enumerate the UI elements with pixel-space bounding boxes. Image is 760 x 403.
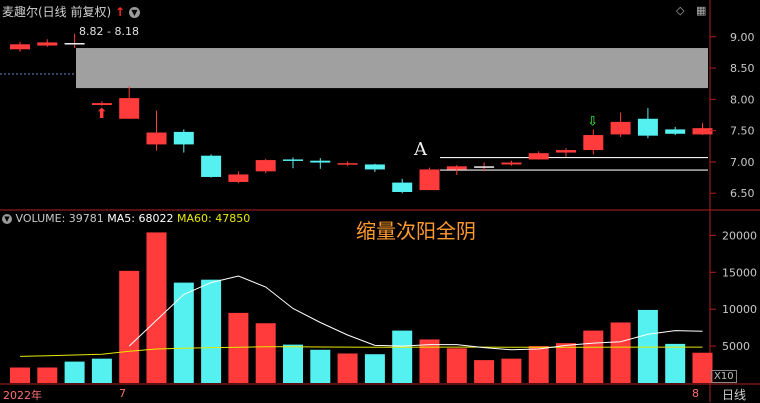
volume-bar: [64, 361, 85, 383]
stock-title[interactable]: 麦趣尔(日线 前复权): [2, 5, 112, 19]
axes-layer: 9.00 8.50 8.00 7.50 7.00 6.50 20000 15000 10000 5…: [710, 31, 757, 353]
volume-bar: [446, 348, 467, 383]
volume-bar: [201, 279, 222, 383]
up-arrow-icon[interactable]: ↑: [115, 5, 126, 19]
volume-tick-label: 5000: [722, 340, 750, 353]
candle-body: [37, 42, 58, 46]
chevron-down-icon[interactable]: ▼: [128, 7, 140, 18]
candle-body: [337, 163, 358, 165]
volume-bar: [10, 367, 30, 383]
month-label: 7: [119, 387, 126, 400]
down-arrow-marker-icon: ⇩: [587, 115, 598, 130]
candlestick-panel[interactable]: ⬆⇩: [10, 33, 713, 194]
volume-bar: [692, 352, 713, 383]
diamond-icon[interactable]: ◇: [676, 4, 685, 17]
volume-bar: [501, 358, 522, 383]
volume-bar: [637, 309, 658, 383]
period-label[interactable]: 日线: [722, 388, 747, 402]
candle-body: [692, 128, 713, 135]
volume-bar: [228, 312, 249, 383]
month8-label: 8: [692, 387, 699, 400]
price-tick-label: 7.00: [730, 156, 755, 169]
volume-bar: [419, 339, 440, 383]
volume-bar: [37, 367, 58, 383]
candle-body: [283, 159, 303, 161]
candle-body: [201, 155, 222, 177]
volume-bar: [310, 349, 331, 383]
candle-body: [501, 162, 522, 165]
zoom-label[interactable]: X10: [711, 370, 737, 383]
candle-body: [64, 43, 85, 45]
candle-body: [10, 44, 30, 50]
candle-body: [119, 98, 140, 119]
candle-body: [91, 103, 112, 105]
candle-body: [310, 160, 331, 163]
volume-bar: [556, 343, 576, 383]
volume-bar: [583, 330, 604, 383]
volume-tick-label: 20000: [722, 229, 757, 242]
candle-body: [583, 135, 604, 151]
candle-body: [556, 150, 576, 153]
volume-tick-label: 10000: [722, 303, 757, 316]
candle-body: [528, 153, 549, 160]
candle-body: [610, 121, 631, 135]
gap-box: [76, 48, 708, 89]
range-label: 8.82 - 8.18: [79, 25, 139, 38]
price-tick-label: 8.50: [730, 62, 755, 75]
volume-header: ▼ VOLUME: 39781 MA5: 68022 MA60: 47850: [2, 212, 250, 225]
ma5-line: [128, 275, 703, 351]
volume-panel[interactable]: [10, 232, 713, 383]
volume-bar: [337, 353, 358, 383]
price-tick-label: 9.00: [730, 31, 755, 44]
volume-bar: [119, 270, 140, 383]
chart-title-bar: 麦趣尔(日线 前复权) ↑ ▼: [2, 3, 140, 20]
volume-bar: [91, 358, 112, 383]
volume-bar: [173, 282, 194, 383]
price-tick-label: 7.50: [730, 125, 755, 138]
up-arrow-marker-icon: ⬆: [96, 106, 108, 122]
volume-value: VOLUME: 39781: [15, 212, 104, 225]
volume-bar: [610, 322, 631, 383]
candle-body: [146, 132, 167, 145]
volume-bar: [665, 343, 686, 383]
toolbar-icons: ◇ ▦: [676, 4, 706, 17]
price-tick-label: 6.50: [730, 187, 755, 200]
candle-body: [474, 166, 495, 168]
candle-body: [419, 169, 440, 191]
candle-body: [255, 160, 276, 172]
price-tick-label: 8.00: [730, 93, 755, 106]
volume-bar: [392, 330, 413, 383]
candle-body: [637, 118, 658, 136]
ma60-value: MA60: 47850: [176, 212, 251, 225]
annotation-a: A: [414, 139, 427, 160]
candle-body: [446, 166, 467, 170]
candle-body: [364, 164, 385, 170]
candle-body: [173, 131, 194, 145]
grid-icon[interactable]: ▦: [695, 4, 707, 17]
year-label: 2022年: [3, 389, 42, 402]
ma60-line: [19, 346, 703, 357]
volume-bar: [283, 344, 303, 383]
ma5-value: MA5: 68022: [107, 212, 174, 225]
volume-bar: [146, 232, 167, 383]
annotation-text: 缩量次阳全阴: [356, 219, 476, 243]
volume-bar: [474, 360, 495, 383]
volume-bar: [364, 354, 385, 383]
candle-body: [392, 182, 413, 192]
candle-body: [665, 129, 686, 134]
volume-bar: [528, 346, 549, 383]
volume-tick-label: 15000: [722, 266, 757, 279]
chevron-down-icon[interactable]: ▼: [2, 214, 12, 224]
candle-body: [228, 174, 249, 182]
volume-bar: [255, 323, 276, 383]
